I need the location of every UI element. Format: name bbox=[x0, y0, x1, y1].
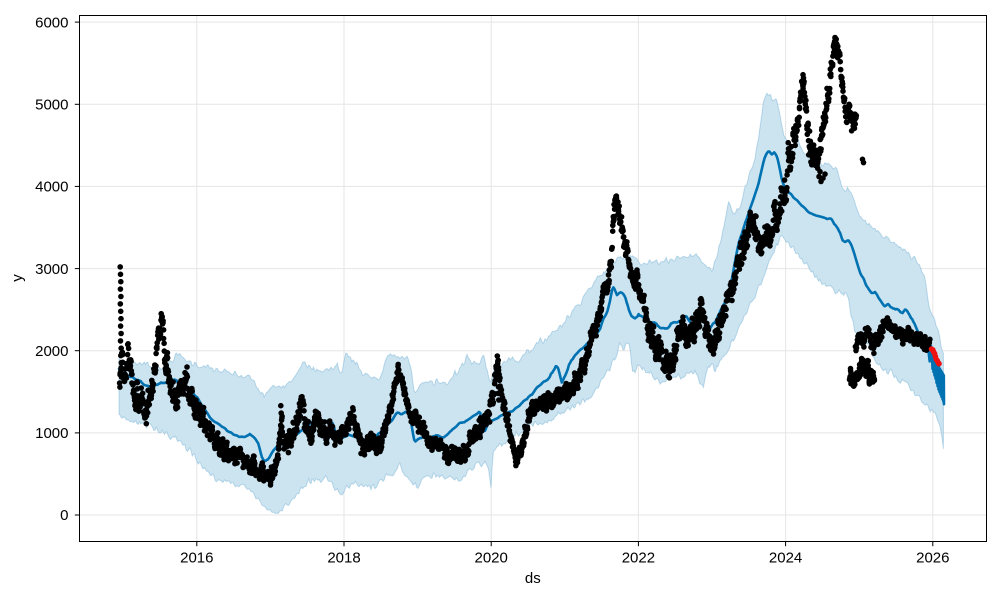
svg-text:4000: 4000 bbox=[35, 179, 68, 196]
svg-text:2024: 2024 bbox=[769, 550, 802, 567]
svg-text:0: 0 bbox=[60, 507, 68, 524]
svg-text:2018: 2018 bbox=[327, 550, 360, 567]
svg-text:6000: 6000 bbox=[35, 14, 68, 31]
svg-text:2000: 2000 bbox=[35, 343, 68, 360]
svg-text:2016: 2016 bbox=[180, 550, 213, 567]
svg-text:2020: 2020 bbox=[475, 550, 508, 567]
svg-text:ds: ds bbox=[525, 570, 541, 587]
svg-text:3000: 3000 bbox=[35, 261, 68, 278]
svg-text:5000: 5000 bbox=[35, 97, 68, 114]
svg-text:1000: 1000 bbox=[35, 425, 68, 442]
svg-text:2022: 2022 bbox=[622, 550, 655, 567]
svg-text:y: y bbox=[9, 274, 26, 282]
svg-text:2026: 2026 bbox=[916, 550, 949, 567]
